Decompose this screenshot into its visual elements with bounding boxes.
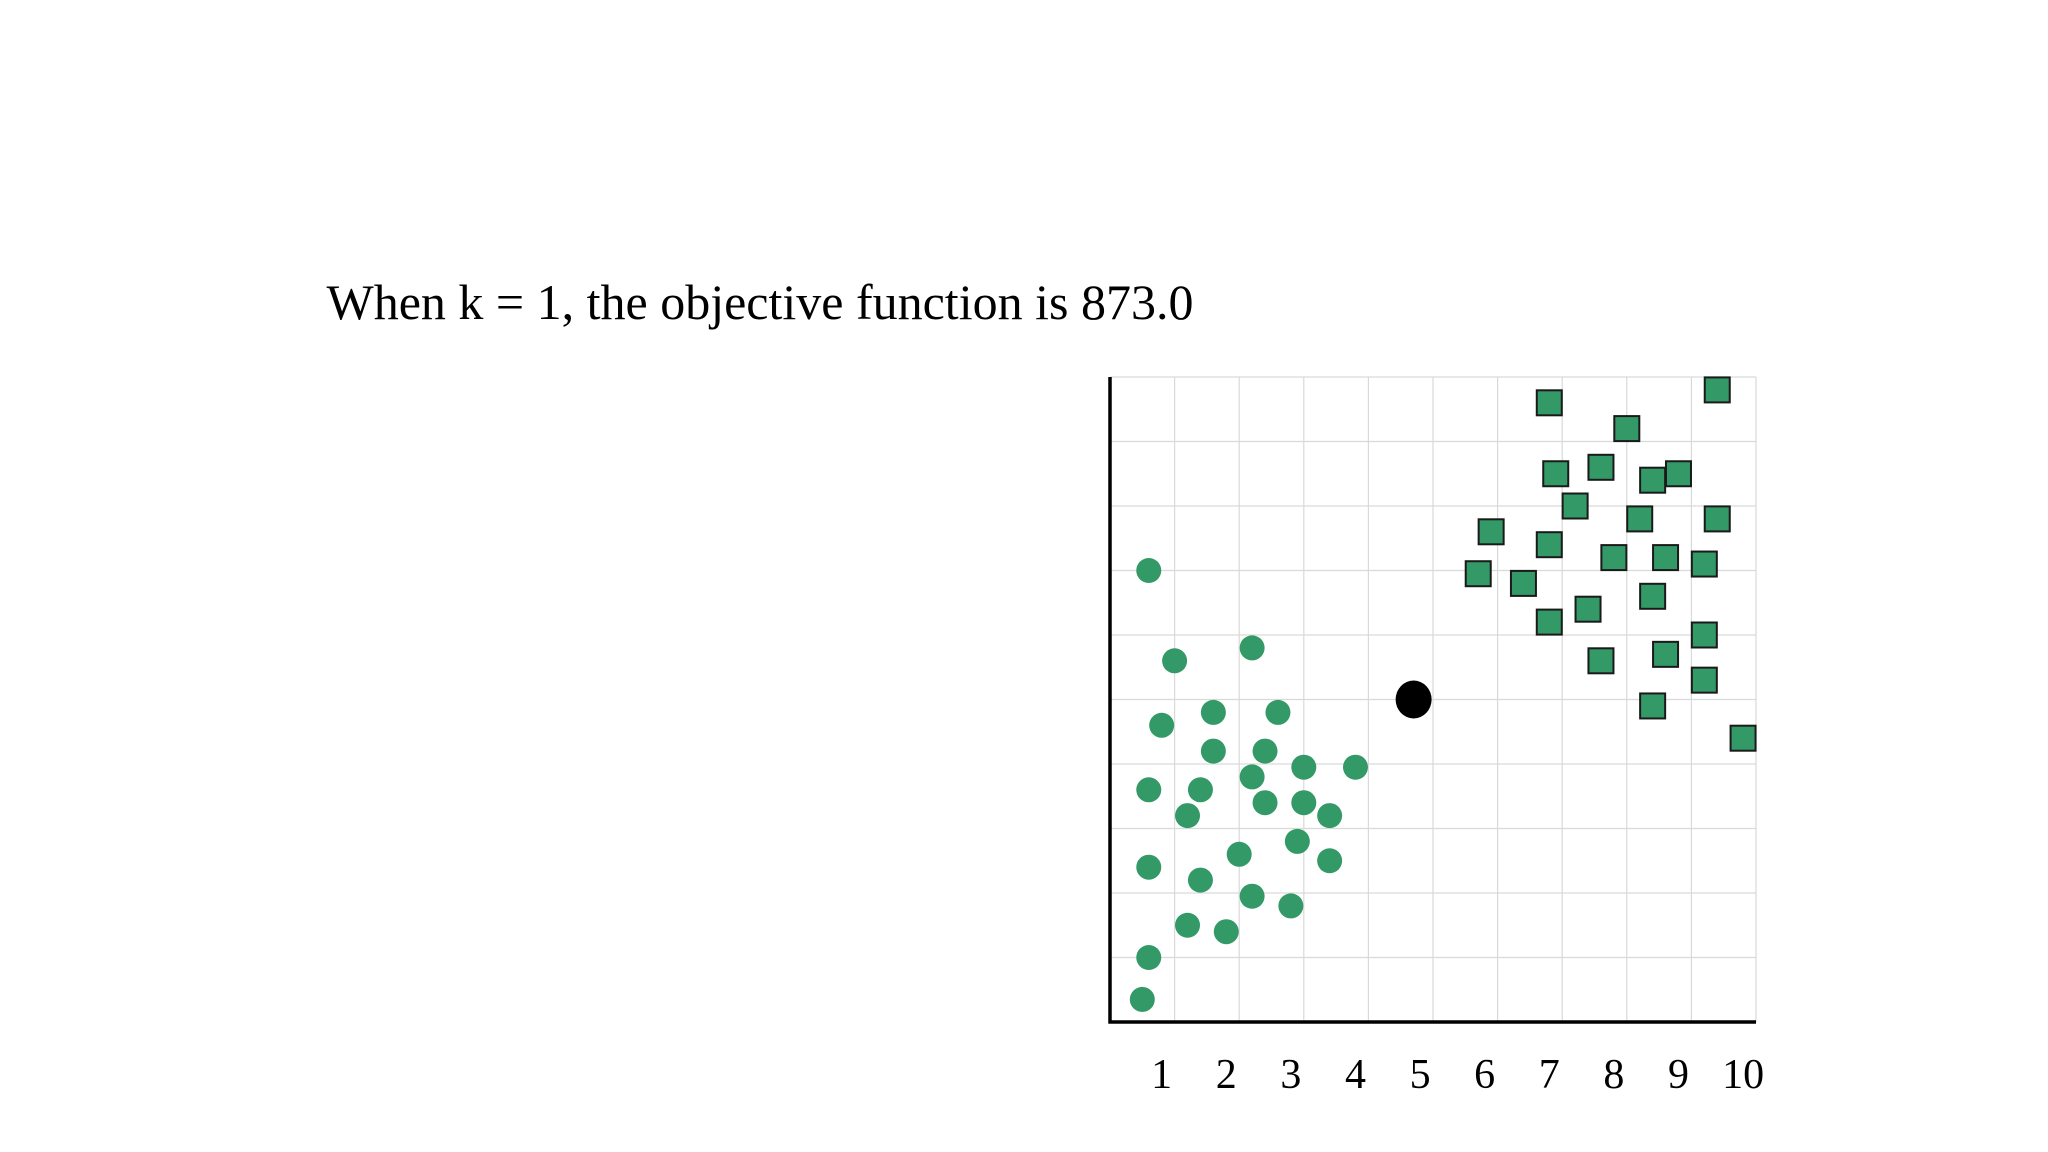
centroids <box>1395 680 1432 719</box>
circle-point <box>1317 803 1343 829</box>
circle-point <box>1175 912 1201 938</box>
circle-point <box>1284 828 1310 854</box>
square-point <box>1542 460 1570 488</box>
circle-point <box>1162 648 1188 674</box>
chart-title: When k = 1, the objective function is 87… <box>326 274 1194 330</box>
circle-point <box>1265 699 1291 725</box>
axes <box>1108 377 1756 1024</box>
square-point <box>1587 453 1615 481</box>
data-points <box>1129 376 1757 1012</box>
circle-point <box>1278 893 1304 919</box>
circle-point <box>1291 754 1317 780</box>
square-point <box>1639 582 1667 610</box>
grid <box>1110 376 1757 1022</box>
x-tick-label: 10 <box>1722 1052 1764 1098</box>
square-point <box>1729 724 1757 752</box>
circle-point <box>1239 883 1265 909</box>
x-tick-label: 5 <box>1410 1052 1431 1098</box>
circle-point <box>1136 854 1162 880</box>
square-point <box>1626 505 1654 533</box>
square-point <box>1639 692 1667 720</box>
circle-point <box>1252 738 1278 764</box>
square-point <box>1509 569 1537 597</box>
square-point <box>1464 560 1492 588</box>
square-point <box>1561 492 1589 520</box>
centroid-marker <box>1395 680 1432 719</box>
square-point <box>1690 621 1718 649</box>
circle-point <box>1136 558 1162 583</box>
x-tick-label: 1 <box>1151 1052 1172 1098</box>
square-point <box>1587 647 1615 675</box>
circle-point <box>1136 945 1162 970</box>
square-point <box>1690 666 1718 694</box>
x-tick-label: 7 <box>1539 1052 1560 1098</box>
circle-point <box>1317 848 1343 874</box>
circle-point <box>1129 986 1155 1012</box>
circle-point <box>1200 738 1226 764</box>
x-tick-label: 2 <box>1216 1052 1237 1098</box>
square-point <box>1613 415 1641 443</box>
circle-point <box>1200 699 1226 725</box>
square-point <box>1652 640 1680 668</box>
circle-point <box>1213 919 1239 945</box>
x-tick-labels: 1 2 3 4 5 6 7 8 9 10 <box>1151 1052 1764 1098</box>
x-tick-label: 8 <box>1603 1052 1624 1098</box>
circle-point <box>1252 790 1278 816</box>
x-tick-label: 6 <box>1474 1052 1495 1098</box>
square-point <box>1600 544 1628 572</box>
square-point <box>1703 505 1731 533</box>
circle-point <box>1187 777 1213 803</box>
square-point <box>1535 531 1563 559</box>
square-point <box>1477 518 1505 546</box>
circle-point <box>1342 754 1368 780</box>
circle-point <box>1136 777 1162 803</box>
square-point <box>1664 460 1692 488</box>
square-point <box>1690 550 1718 578</box>
circle-point <box>1226 841 1252 867</box>
square-point <box>1574 595 1602 623</box>
x-tick-label: 4 <box>1345 1052 1366 1098</box>
x-tick-label: 3 <box>1280 1052 1301 1098</box>
circle-point <box>1187 867 1213 893</box>
circle-point <box>1239 764 1265 790</box>
circle-point <box>1149 712 1175 738</box>
square-point <box>1652 544 1680 572</box>
circle-point <box>1239 635 1265 661</box>
x-tick-label: 9 <box>1668 1052 1689 1098</box>
square-point <box>1703 376 1731 404</box>
circle-point <box>1291 790 1317 816</box>
square-point <box>1535 608 1563 636</box>
circle-point <box>1175 803 1201 829</box>
square-point <box>1535 389 1563 417</box>
square-point <box>1639 466 1667 494</box>
